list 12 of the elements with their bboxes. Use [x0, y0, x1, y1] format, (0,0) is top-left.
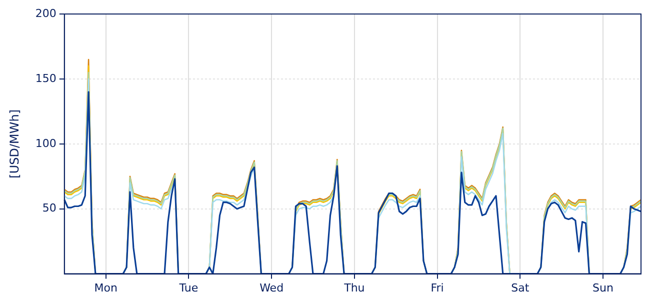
y-axis-title: [USD/MWh] [7, 109, 22, 178]
x-tick-label: Sat [511, 281, 530, 294]
y-tick-label: 150 [35, 72, 56, 85]
x-tick-label: Tue [178, 281, 198, 294]
x-tick-label: Sun [592, 281, 614, 294]
y-tick-label: 200 [35, 6, 56, 20]
x-tick-label: Thu [343, 281, 365, 294]
y-tick-label: 100 [35, 136, 56, 150]
x-tick-label: Mon [94, 281, 118, 294]
x-tick-label: Fri [430, 281, 444, 294]
y-tick-label: 50 [42, 202, 56, 215]
x-tick-label: Wed [260, 281, 284, 294]
